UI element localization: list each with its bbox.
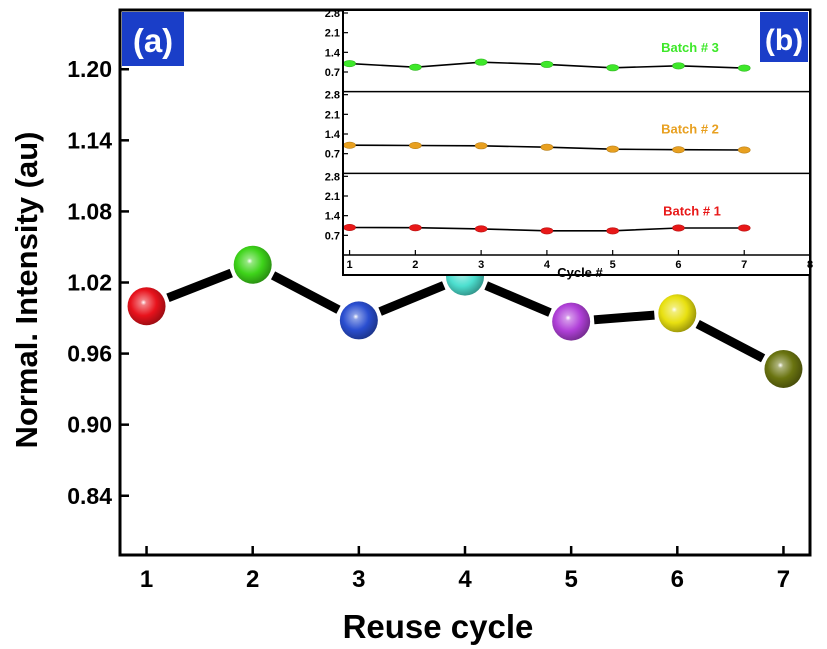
inset-data-point xyxy=(672,146,685,154)
inset-data-point xyxy=(737,224,751,232)
inset-y-tick-label: 0.7 xyxy=(325,67,340,79)
inset-frame xyxy=(342,9,811,276)
x-tick-label: 3 xyxy=(352,566,365,593)
inset-y-tick-label: 0.7 xyxy=(325,230,340,242)
inset-x-tick-label: 2 xyxy=(412,259,418,271)
main-data-point xyxy=(339,301,378,340)
inset-y-tick-label: 1.4 xyxy=(325,129,341,141)
y-tick-label: 0.90 xyxy=(67,412,112,438)
x-tick-label: 6 xyxy=(671,566,684,593)
main-line-segment xyxy=(484,281,552,317)
main-series-line xyxy=(166,268,766,363)
main-data-point xyxy=(552,302,591,341)
inset-series-label: Batch # 3 xyxy=(661,40,719,55)
inset-x-tick-label: 4 xyxy=(544,259,551,271)
inset-data-point xyxy=(606,145,619,153)
x-tick-label: 7 xyxy=(777,566,790,593)
inset-data-point xyxy=(540,227,554,235)
inset-y-tick-label: 2.1 xyxy=(325,191,340,203)
inset-data-point xyxy=(474,142,488,150)
main-data-point xyxy=(127,287,166,326)
inset-y-tick-label: 2.1 xyxy=(325,28,340,40)
inset-y-tick-label: 2.8 xyxy=(325,90,340,102)
inset-series-label: Batch # 1 xyxy=(663,203,721,218)
inset-x-tick-label: 5 xyxy=(610,259,616,271)
inset-x-tick-label: 1 xyxy=(347,259,353,271)
main-line-segment xyxy=(270,271,341,314)
y-tick-label: 0.96 xyxy=(67,341,112,367)
main-line-segment xyxy=(593,310,655,325)
panel-b-badge xyxy=(760,12,808,62)
inset-x-tick-label: 7 xyxy=(741,259,747,271)
y-axis-title: Normal. Intensity (au) xyxy=(9,132,44,449)
inset-data-point xyxy=(606,64,619,72)
inset-data-point xyxy=(409,142,422,150)
main-axis-ticks: 0.84 0.90 0.96 1.02 1.08 1.14 1.20 1 2 3 4 5 6 7 xyxy=(67,56,790,593)
x-tick-label: 2 xyxy=(246,566,259,593)
panel-b-label: (b) xyxy=(765,24,803,57)
main-line-segment xyxy=(166,268,233,303)
y-tick-label: 1.08 xyxy=(67,198,112,224)
main-data-point xyxy=(233,245,272,284)
inset-data-point xyxy=(672,224,685,232)
inset-y-tick-label: 0.7 xyxy=(325,149,340,161)
inset-data-point xyxy=(343,60,356,68)
inset-x-axis-title: Cycle # xyxy=(557,265,603,280)
inset-data-point xyxy=(606,227,619,235)
inset-data-point xyxy=(737,146,751,154)
inset-data-point xyxy=(343,141,356,149)
inset-data-point xyxy=(409,224,422,232)
y-tick-label: 0.84 xyxy=(67,483,112,509)
inset-y-tick-label: 2.1 xyxy=(325,109,340,121)
panel-a-badge xyxy=(122,12,184,66)
inset-data-point xyxy=(474,225,488,233)
main-line-segment xyxy=(378,281,446,316)
main-line-segment xyxy=(695,320,766,363)
main-data-point xyxy=(658,294,697,333)
x-tick-label: 5 xyxy=(564,566,577,593)
inset-data-point xyxy=(474,58,488,66)
x-tick-label: 1 xyxy=(140,566,153,593)
inset-data-point xyxy=(540,143,554,151)
inset-data-point xyxy=(672,62,685,70)
panel-a-label: (a) xyxy=(133,22,173,59)
inset-series-label: Batch # 2 xyxy=(661,122,719,137)
y-tick-label: 1.02 xyxy=(67,270,112,296)
inset-data-point xyxy=(343,223,356,231)
main-data-point xyxy=(764,349,803,388)
inset-data-point xyxy=(737,64,751,72)
inset-chart: 0.7 1.4 2.1 2.8 Batch # 3 0.7 1.4 2.1 2.8 Batch #… xyxy=(325,8,813,280)
inset-data-point xyxy=(409,63,422,71)
inset-x-tick-label: 3 xyxy=(478,259,484,271)
inset-data-point xyxy=(540,60,554,68)
x-tick-label: 4 xyxy=(458,566,472,593)
inset-y-tick-label: 2.8 xyxy=(325,8,340,20)
x-axis-title: Reuse cycle xyxy=(343,608,534,645)
inset-y-tick-label: 1.4 xyxy=(325,211,341,223)
inset-y-tick-label: 2.8 xyxy=(325,171,340,183)
y-tick-label: 1.14 xyxy=(67,127,112,153)
inset-x-tick-label: 6 xyxy=(675,259,681,271)
inset-y-tick-label: 1.4 xyxy=(325,47,341,59)
y-tick-label: 1.20 xyxy=(67,56,112,82)
